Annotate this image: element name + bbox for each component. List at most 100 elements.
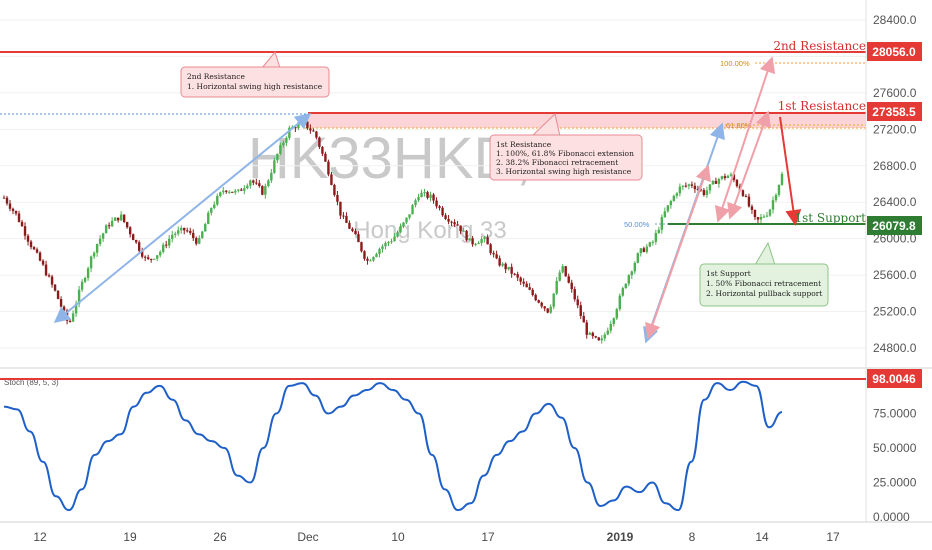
stoch-level-tag: 98.0046 <box>867 369 922 388</box>
candle-body <box>609 324 612 331</box>
candle-body <box>477 243 480 245</box>
candle-body <box>177 230 180 234</box>
candle-body <box>486 237 489 245</box>
candle-body <box>53 284 57 291</box>
candle-body <box>597 337 600 341</box>
candle-body <box>483 237 486 240</box>
candle-body <box>510 266 513 274</box>
candle-body <box>183 227 186 231</box>
note-sup1-title: 1st Support <box>706 269 751 278</box>
candle-body <box>38 252 42 261</box>
candle-body <box>384 242 387 247</box>
candle-body <box>513 273 516 275</box>
candle-body <box>588 332 591 335</box>
candle-body <box>5 197 9 204</box>
candle-body <box>276 153 279 161</box>
candle-body <box>342 215 345 217</box>
candle-body <box>168 238 171 246</box>
candle-body <box>210 208 213 213</box>
candle-body <box>180 227 183 231</box>
candle-body <box>189 230 192 233</box>
candle-body <box>414 200 417 206</box>
candle-body <box>606 330 609 335</box>
price-tick-label: 26000.0 <box>873 232 917 246</box>
candle-body <box>423 192 426 194</box>
note-res1-line1: 1. 100%, 61.8% Fibonacci extension <box>496 149 634 158</box>
candle-body <box>615 309 618 319</box>
candle-body <box>195 238 198 244</box>
resistance-zone <box>308 113 866 128</box>
candle-body <box>612 318 615 325</box>
stoch-tick-label: 50.0000 <box>873 441 917 455</box>
fib-100-label: 100.00% <box>720 59 750 68</box>
candle-body <box>639 248 643 254</box>
candle-body <box>573 289 576 300</box>
candle-body <box>327 161 330 175</box>
candle-body <box>678 186 682 194</box>
candle-body <box>690 184 694 186</box>
candle-body <box>95 244 99 253</box>
fib-50-label: 50.00% <box>624 220 650 229</box>
candle-body <box>459 225 462 232</box>
candle-body <box>134 240 138 243</box>
candle-body <box>768 209 772 216</box>
candle-body <box>192 232 195 239</box>
candle-body <box>396 232 399 237</box>
candle-body <box>122 214 126 222</box>
date-tick-label: 8 <box>689 530 696 544</box>
candle-body <box>216 196 219 205</box>
candle-body <box>8 203 12 209</box>
candle-body <box>684 185 688 187</box>
candle-body <box>708 184 712 191</box>
candle-body <box>354 230 357 235</box>
candle-body <box>339 201 342 216</box>
price-tick-label: 26800.0 <box>873 159 917 173</box>
candle-body <box>564 266 567 277</box>
candle-body <box>720 176 724 180</box>
candle-body <box>579 305 582 316</box>
candle-body <box>417 197 420 201</box>
candle-body <box>20 221 24 227</box>
candle-body <box>546 308 549 313</box>
candle-body <box>570 282 573 290</box>
date-tick-label: 17 <box>826 530 840 544</box>
candle-body <box>225 190 228 192</box>
candle-body <box>107 225 111 227</box>
candle-body <box>234 190 237 193</box>
candle-body <box>735 179 739 187</box>
date-tick-label: 2019 <box>607 530 634 544</box>
candle-body <box>59 299 63 307</box>
price-tick-label: 25600.0 <box>873 268 917 282</box>
candle-body <box>174 233 177 235</box>
candle-body <box>432 194 435 201</box>
price-tick-label: 27600.0 <box>873 86 917 100</box>
candle-body <box>534 294 537 301</box>
candle-body <box>516 274 519 278</box>
candle-body <box>711 180 715 185</box>
resistance-2-value: 28056.0 <box>872 45 916 59</box>
candle-body <box>41 260 45 265</box>
date-axis: 12 19 26 Dec 10 17 2019 8 14 17 <box>33 530 840 544</box>
candle-body <box>116 217 120 221</box>
candle-body <box>89 256 93 269</box>
candle-body <box>543 306 546 309</box>
candle-body <box>92 252 96 257</box>
candle-body <box>771 200 775 210</box>
candle-body <box>240 189 243 191</box>
date-tick-label: Dec <box>297 530 318 544</box>
date-tick-label: 17 <box>481 530 495 544</box>
projection-arrow-1 <box>645 164 711 340</box>
projection-arrow-3 <box>727 110 771 220</box>
candle-body <box>165 244 168 246</box>
candle-body <box>462 230 465 232</box>
note-res1-title: 1st Resistance <box>496 140 552 149</box>
candle-body <box>411 205 414 215</box>
candle-body <box>237 189 240 191</box>
candle-body <box>465 230 468 241</box>
candle-body <box>104 225 108 234</box>
candle-body <box>693 185 697 190</box>
candle-body <box>495 254 498 259</box>
candle-body <box>330 174 333 185</box>
candle-body <box>357 234 360 243</box>
candle-body <box>23 226 27 236</box>
